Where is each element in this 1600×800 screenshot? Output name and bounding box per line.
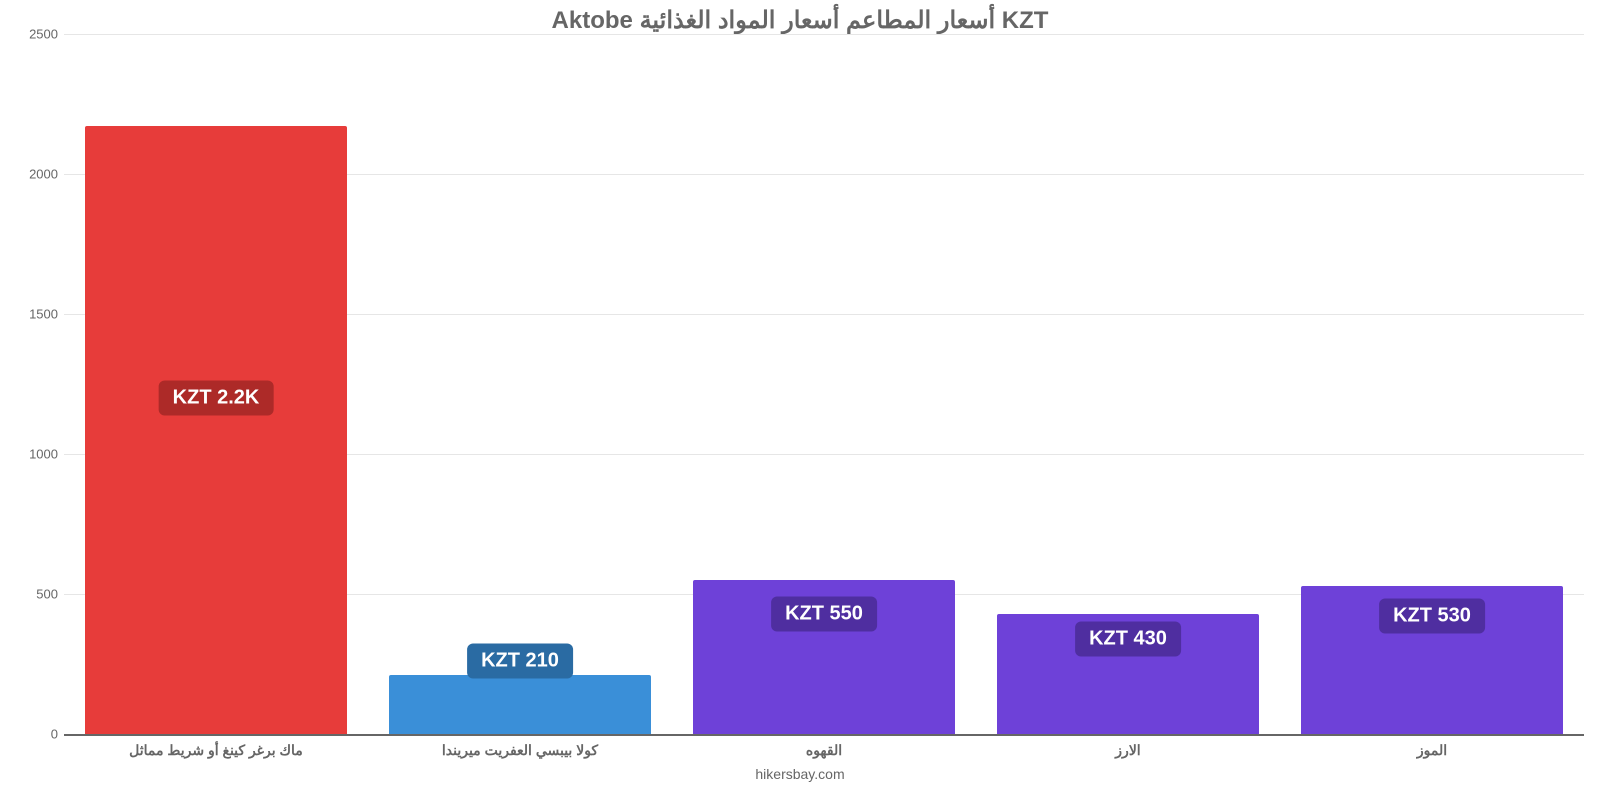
x-category-label: الارز <box>998 742 1258 759</box>
bar <box>85 126 346 734</box>
x-category-label: القهوه <box>694 742 954 759</box>
y-tick-label: 1500 <box>8 307 58 322</box>
y-tick-label: 0 <box>8 727 58 742</box>
plot-area: KZT 2.2K KZT 210 KZT 550 KZT 430 KZT 530 <box>64 34 1584 734</box>
value-badge: KZT 210 <box>467 644 573 679</box>
y-tick-label: 2000 <box>8 167 58 182</box>
gridline <box>64 34 1584 35</box>
value-badge: KZT 2.2K <box>159 381 274 416</box>
y-tick-label: 500 <box>8 587 58 602</box>
chart-title: Aktobe أسعار المطاعم أسعار المواد الغذائ… <box>0 0 1600 35</box>
value-badge: KZT 530 <box>1379 599 1485 634</box>
bar <box>389 675 650 734</box>
chart-container: Aktobe أسعار المطاعم أسعار المواد الغذائ… <box>0 0 1600 800</box>
value-badge: KZT 430 <box>1075 621 1181 656</box>
y-tick-label: 2500 <box>8 27 58 42</box>
credit-text: hikersbay.com <box>0 766 1600 782</box>
y-tick-label: 1000 <box>8 447 58 462</box>
x-category-label: الموز <box>1302 742 1562 759</box>
x-category-label: ماك برغر كينغ أو شريط مماثل <box>86 742 346 759</box>
value-badge: KZT 550 <box>771 596 877 631</box>
x-axis <box>64 734 1584 736</box>
x-category-label: كولا بيبسي العفريت ميريندا <box>390 742 650 759</box>
